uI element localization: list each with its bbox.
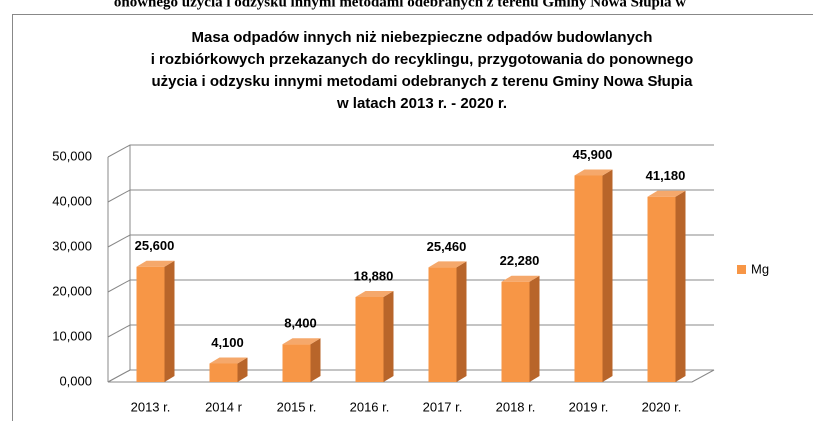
legend-label: Mg [751,261,769,276]
y-tick-label: 10,000 [52,328,92,343]
bar [574,169,613,382]
bar-face [602,169,613,382]
bar-face [164,260,175,382]
x-tick-label: 2020 r. [642,399,682,414]
x-tick-label: 2019 r. [569,399,609,414]
bar-face [574,169,613,176]
value-label: 22,280 [500,253,540,268]
chart-frame [12,14,813,421]
grid-line [107,144,714,158]
bar-face [675,190,686,382]
grid-line [107,189,714,203]
bar-face [574,175,603,382]
y-tick-label: 20,000 [52,283,92,298]
bar-face [136,260,175,267]
header-text: onownego użycia i odzysku innymi metodam… [114,0,686,10]
value-label: 8,400 [284,316,317,331]
value-label: 25,600 [135,238,175,253]
bar-face [209,363,238,382]
value-label: 45,900 [573,147,613,162]
bar-face [355,291,394,298]
bar-face [383,291,394,382]
bar-face [237,357,248,382]
bar [428,261,467,382]
grid-line [107,279,714,293]
bar-face [501,275,540,282]
bar-face [501,281,530,382]
x-tick-label: 2015 r. [277,399,317,414]
chart-title: użycia i odzysku innymi metodami odebran… [152,73,694,90]
bar-face [209,357,248,364]
bar-face [282,344,311,382]
y-tick-label: 40,000 [52,193,92,208]
y-tick-label: 30,000 [52,238,92,253]
x-tick-label: 2017 r. [423,399,463,414]
bar [501,275,540,382]
value-label: 4,100 [211,335,244,350]
grid-line [107,324,714,338]
bar-face [428,267,457,382]
x-tick-label: 2013 r. [131,399,171,414]
value-label: 41,180 [646,168,686,183]
bar-face [529,275,540,382]
value-label: 18,880 [354,268,394,283]
y-tick-label: 50,000 [52,148,92,163]
bar-face [282,338,321,345]
chart-title: w latach 2013 r. - 2020 r. [336,95,507,112]
bar [647,190,686,382]
bar-face [136,266,165,382]
chart-title: Masa odpadów innych niż niebezpieczne od… [192,29,653,46]
x-tick-label: 2018 r. [496,399,536,414]
bar [136,260,175,382]
grid-line [107,234,714,248]
bar [355,291,394,382]
bar-face [647,190,686,197]
bar [209,357,248,382]
chart-title: i rozbiórkowych przekazanych do recyklin… [151,51,694,68]
floor [107,369,715,383]
y-tick-label: 0,000 [59,373,92,388]
bar-face [310,338,321,382]
legend-swatch [737,265,746,274]
value-label: 25,460 [427,239,467,254]
bar [282,338,321,382]
bar-face [428,261,467,268]
bar-face [456,261,467,382]
x-tick-label: 2016 r. [350,399,390,414]
bar-face [355,297,384,382]
x-tick-label: 2014 r [205,399,243,414]
bar-face [647,196,676,382]
